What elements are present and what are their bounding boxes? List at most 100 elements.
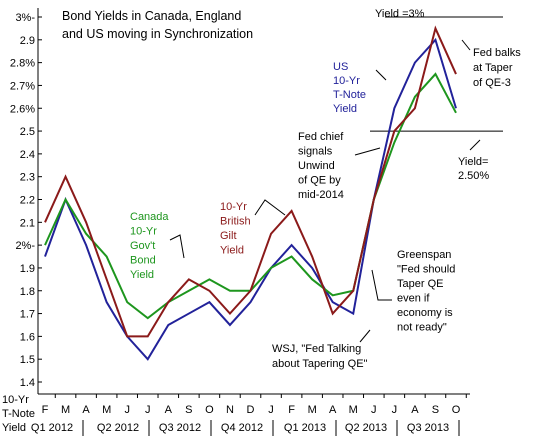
x-tick-label: J bbox=[392, 404, 398, 416]
annotation-line: at Taper bbox=[473, 62, 513, 74]
annotation-line: Fed chief bbox=[298, 131, 344, 143]
annotation-line: British bbox=[220, 216, 251, 228]
y-tick-label: 2.2 bbox=[20, 195, 35, 207]
annotation-line: Yield= bbox=[458, 156, 488, 168]
y-tick-label: 2.5 bbox=[20, 126, 35, 138]
quarter-label: Q3 2012 bbox=[159, 422, 201, 434]
annotation: US 10-Yr T-Note Yield bbox=[333, 61, 366, 115]
quarter-label: Q1 2012 bbox=[31, 422, 73, 434]
y-axis-label-line: T-Note bbox=[2, 408, 35, 420]
pointer bbox=[254, 199, 286, 216]
x-tick-label: J bbox=[145, 404, 151, 416]
quarter-label: Q2 2012 bbox=[97, 422, 139, 434]
annotation-line: Gilt bbox=[220, 230, 237, 242]
annotation-line: Taper QE bbox=[397, 278, 443, 290]
series-line bbox=[44, 25, 457, 338]
y-tick-label: 2.1 bbox=[20, 217, 35, 229]
x-tick-label: S bbox=[432, 404, 439, 416]
annotation-line: about Tapering QE" bbox=[272, 358, 368, 370]
annotation-line: 2.50% bbox=[458, 170, 489, 182]
annotation-line: Gov't bbox=[130, 240, 155, 252]
y-tick-label: 2%- bbox=[15, 240, 35, 252]
x-tick-label: J bbox=[371, 404, 377, 416]
y-tick-label: 2.9 bbox=[20, 35, 35, 47]
annotation-line: of QE by bbox=[298, 175, 341, 187]
y-tick-label: 1.5 bbox=[20, 354, 35, 366]
x-tick-label: N bbox=[226, 404, 234, 416]
series-line bbox=[44, 37, 457, 361]
y-tick-label: 1.4 bbox=[20, 377, 35, 389]
x-tick-label: F bbox=[42, 404, 49, 416]
y-tick-label: 1.9 bbox=[20, 263, 35, 275]
pointer bbox=[375, 69, 387, 81]
quarter-label: Q4 2012 bbox=[221, 422, 263, 434]
pointer bbox=[469, 139, 481, 151]
annotation-line: even if bbox=[397, 293, 430, 305]
x-tick-label: O bbox=[205, 404, 214, 416]
x-tick-label: A bbox=[329, 404, 337, 416]
y-tick-label: 2.3 bbox=[20, 172, 35, 184]
chart-title: Bond Yields in Canada, England and US mov… bbox=[62, 9, 253, 41]
annotation-line: 10-Yr bbox=[333, 75, 360, 87]
x-tick-label: A bbox=[82, 404, 90, 416]
x-tick-label: M bbox=[102, 404, 111, 416]
annotation-line: T-Note bbox=[333, 89, 366, 101]
annotation: 10-Yr British Gilt Yield bbox=[220, 201, 251, 257]
annotation-line: "Fed should bbox=[397, 264, 455, 276]
annotation-line: Yield bbox=[130, 269, 154, 281]
annotation-line: 10-Yr bbox=[220, 201, 247, 213]
y-tick-label: 2.4 bbox=[20, 149, 35, 161]
quarter-label: Q2 2013 bbox=[345, 422, 387, 434]
annotation-line: of QE-3 bbox=[473, 77, 511, 89]
annotation-line: Greenspan bbox=[397, 249, 451, 261]
chart-title-line: Bond Yields in Canada, England bbox=[62, 9, 241, 23]
chart-title-line: and US moving in Synchronization bbox=[62, 27, 253, 41]
pointer bbox=[354, 147, 381, 156]
annotation-line: US bbox=[333, 61, 348, 73]
y-axis-label-line: 10-Yr bbox=[2, 394, 29, 406]
x-tick-label: M bbox=[308, 404, 317, 416]
x-tick-label: M bbox=[349, 404, 358, 416]
quarter-label: Q1 2013 bbox=[284, 422, 326, 434]
x-tick-label: A bbox=[411, 404, 419, 416]
annotation-line: not ready" bbox=[397, 322, 447, 334]
x-tick-label: M bbox=[61, 404, 70, 416]
x-tick-label: F bbox=[288, 404, 295, 416]
y-tick-label: 1.6 bbox=[20, 331, 35, 343]
x-tick-label: A bbox=[165, 404, 173, 416]
annotation: Fed balks at Taper of QE-3 bbox=[473, 47, 521, 89]
annotation-line: 10-Yr bbox=[130, 226, 157, 238]
annotation: Greenspan "Fed should Taper QE even if econo… bbox=[397, 249, 455, 334]
y-tick-label: 3%- bbox=[15, 12, 35, 24]
x-tick-label: O bbox=[452, 404, 461, 416]
annotation-line: WSJ, "Fed Talking bbox=[272, 343, 361, 355]
x-tick-label: D bbox=[247, 404, 255, 416]
annotation-line: Yield =3% bbox=[375, 8, 425, 20]
annotation-line: Bond bbox=[130, 255, 156, 267]
y-tick-label: 2.8% bbox=[10, 58, 35, 70]
annotation: Fed chief signals Unwind of QE by mid-2014 bbox=[298, 131, 344, 201]
pointers bbox=[169, 39, 481, 343]
annotation: WSJ, "Fed Talking about Tapering QE" bbox=[272, 343, 368, 370]
annotation-line: mid-2014 bbox=[298, 189, 344, 201]
quarter-label: Q3 2013 bbox=[407, 422, 449, 434]
annotation: Yield =3% bbox=[375, 8, 425, 20]
annotation: Canada 10-Yr Gov't Bond Yield bbox=[130, 211, 169, 281]
pointer bbox=[169, 234, 185, 259]
y-tick-label: 2.6% bbox=[10, 103, 35, 115]
annotation-line: signals bbox=[298, 146, 333, 158]
annotation-line: Yield bbox=[333, 103, 357, 115]
y-tick-label: 1.7 bbox=[20, 309, 35, 321]
y-tick-label: 1.8 bbox=[20, 286, 35, 298]
annotation-line: Fed balks bbox=[473, 47, 521, 59]
pointer bbox=[371, 269, 392, 301]
pointer bbox=[359, 329, 371, 343]
pointer bbox=[461, 39, 471, 51]
annotation-line: Unwind bbox=[298, 160, 335, 172]
annotation-line: Canada bbox=[130, 211, 169, 223]
annotation: Yield= 2.50% bbox=[458, 156, 489, 182]
y-axis-label-line: Yield bbox=[2, 422, 26, 434]
annotation-line: economy is bbox=[397, 307, 453, 319]
y-tick-label: 2.7% bbox=[10, 80, 35, 92]
